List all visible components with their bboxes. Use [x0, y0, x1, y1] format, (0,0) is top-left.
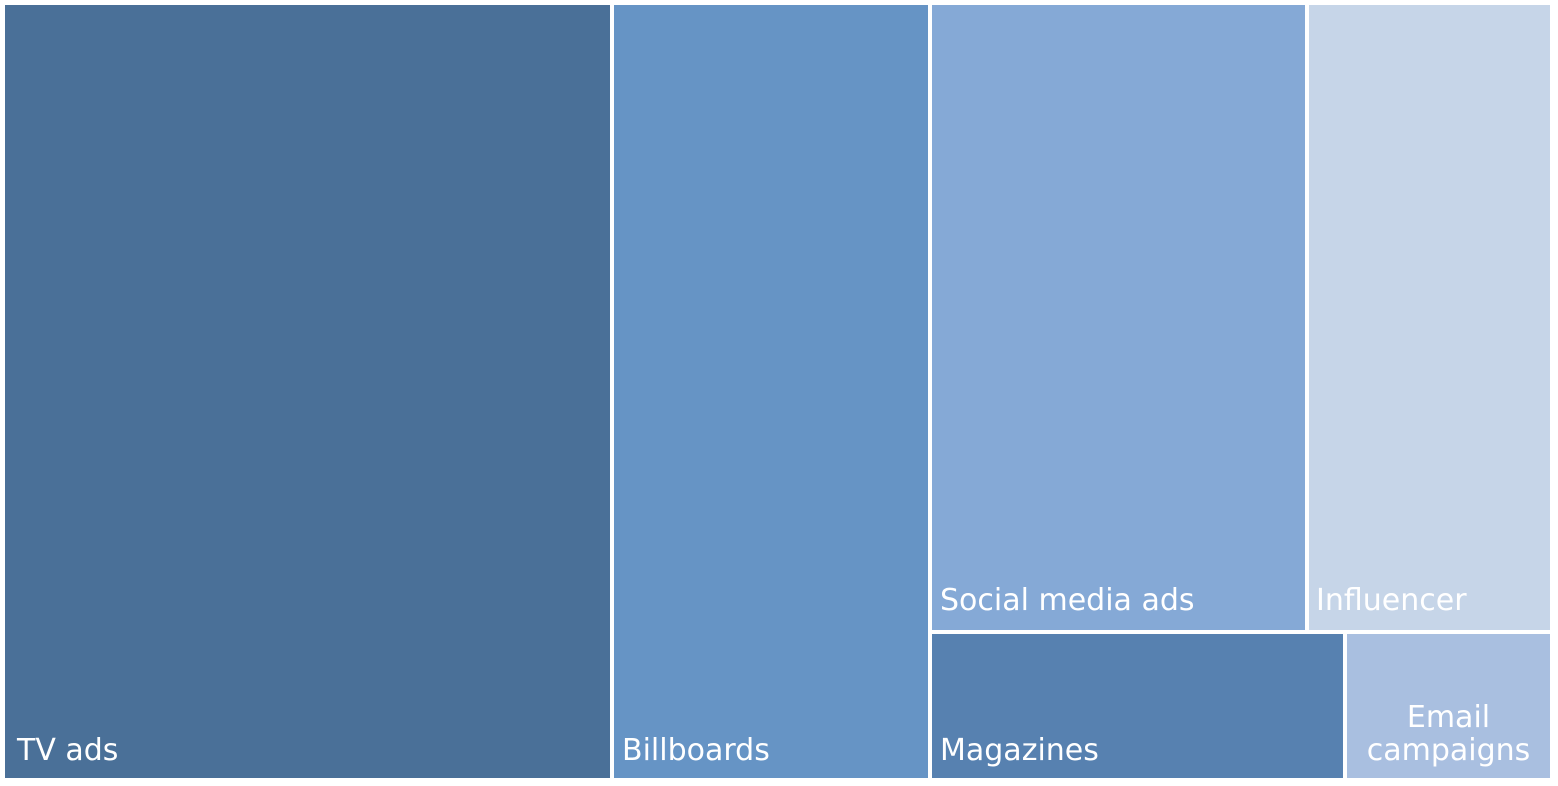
- treemap-label-tv-ads: TV ads: [17, 733, 119, 769]
- treemap-label-social-media-ads: Social media ads: [940, 583, 1195, 619]
- treemap-cell-social-media-ads: Social media ads: [932, 5, 1305, 630]
- treemap-label-billboards: Billboards: [622, 733, 770, 769]
- treemap-label-influencer: Influencer: [1316, 583, 1467, 619]
- treemap-cell-tv-ads: TV ads: [5, 5, 610, 778]
- treemap-cell-influencer: Influencer: [1309, 5, 1550, 630]
- treemap-cell-billboards: Billboards: [614, 5, 928, 778]
- treemap-cell-email-campaigns: Email campaigns: [1347, 634, 1550, 778]
- treemap-cell-magazines: Magazines: [932, 634, 1343, 778]
- treemap-label-magazines: Magazines: [940, 733, 1099, 769]
- treemap-label-email-campaigns: Email campaigns: [1366, 699, 1531, 769]
